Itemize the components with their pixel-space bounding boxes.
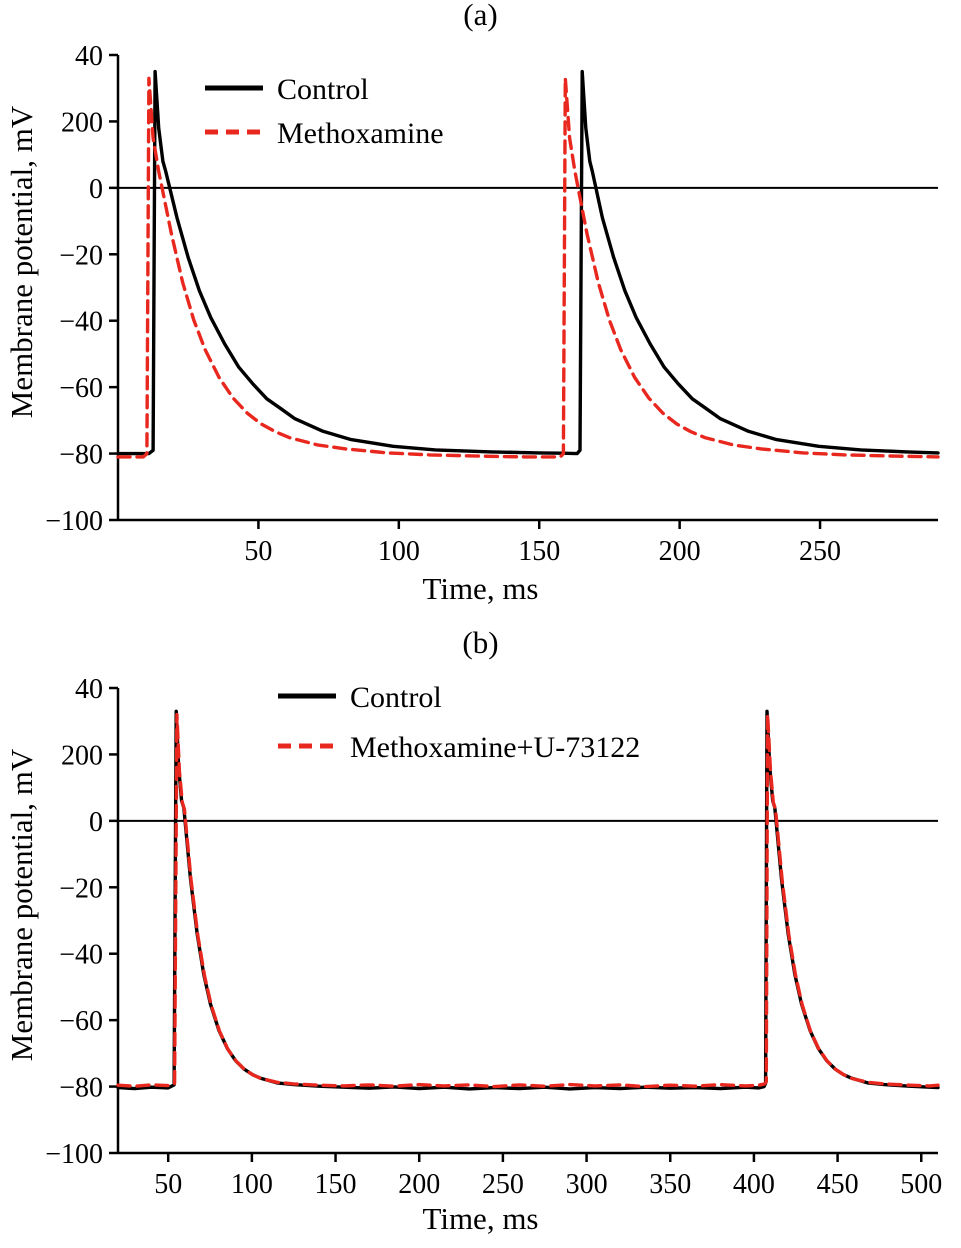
y-tick-label: 200 (61, 107, 103, 138)
y-tick-label: −60 (59, 1006, 103, 1037)
x-tick-label: 50 (154, 1169, 182, 1200)
x-tick-label: 250 (482, 1169, 524, 1200)
trace-control (116, 709, 940, 1091)
x-tick-label: 250 (799, 536, 841, 567)
legend-label: Control (350, 681, 442, 714)
y-tick-label: −80 (59, 1073, 103, 1104)
x-tick-label: 100 (231, 1169, 273, 1200)
panel-b-x-axis-label: Time, ms (422, 1201, 539, 1236)
legend-label: Control (277, 73, 369, 106)
y-tick-label: −80 (59, 440, 103, 471)
trace-control (116, 69, 940, 456)
x-tick-label: 200 (398, 1169, 440, 1200)
x-tick-label: 300 (566, 1169, 608, 1200)
panel-a-plot: 50 100 150 200 250 40 200 0 −20 −40 −60 −80 −100 Cont… (45, 41, 940, 567)
panel-b-plot: 50 100 150 200 250 300 350 400 450 500 40 200 0 −20 −4… (45, 674, 942, 1200)
legend-label: Methoxamine (277, 117, 444, 150)
trace-methoxamine-u-73122 (116, 712, 940, 1089)
x-tick-label: 400 (733, 1169, 775, 1200)
panel-a-title: (a) (463, 0, 498, 32)
y-tick-label: 40 (75, 674, 103, 705)
y-tick-label: −40 (59, 307, 103, 338)
y-tick-label: −100 (45, 506, 103, 537)
x-tick-label: 150 (315, 1169, 357, 1200)
x-tick-label: 150 (518, 536, 560, 567)
legend-label: Methoxamine+U-73122 (350, 731, 640, 764)
panel-b-title: (b) (462, 625, 499, 660)
x-tick-label: 50 (244, 536, 272, 567)
x-tick-label: 500 (900, 1169, 942, 1200)
x-tick-label: 200 (659, 536, 701, 567)
y-tick-label: −20 (59, 873, 103, 904)
trace-methoxamine (116, 76, 940, 459)
x-tick-label: 100 (378, 536, 420, 567)
panel-a-x-axis-label: Time, ms (422, 571, 539, 606)
y-tick-label: 0 (89, 807, 103, 838)
y-tick-label: −20 (59, 240, 103, 271)
y-tick-label: 0 (89, 174, 103, 205)
y-tick-label: −40 (59, 940, 103, 971)
y-tick-label: −100 (45, 1139, 103, 1170)
y-tick-label: 40 (75, 41, 103, 72)
y-tick-label: 200 (61, 740, 103, 771)
y-tick-label: −60 (59, 373, 103, 404)
x-tick-label: 450 (817, 1169, 859, 1200)
x-tick-label: 350 (649, 1169, 691, 1200)
